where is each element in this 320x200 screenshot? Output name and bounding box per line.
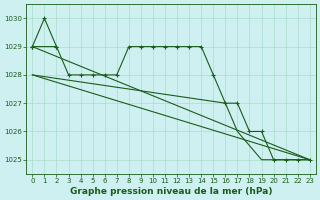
X-axis label: Graphe pression niveau de la mer (hPa): Graphe pression niveau de la mer (hPa) <box>70 187 272 196</box>
